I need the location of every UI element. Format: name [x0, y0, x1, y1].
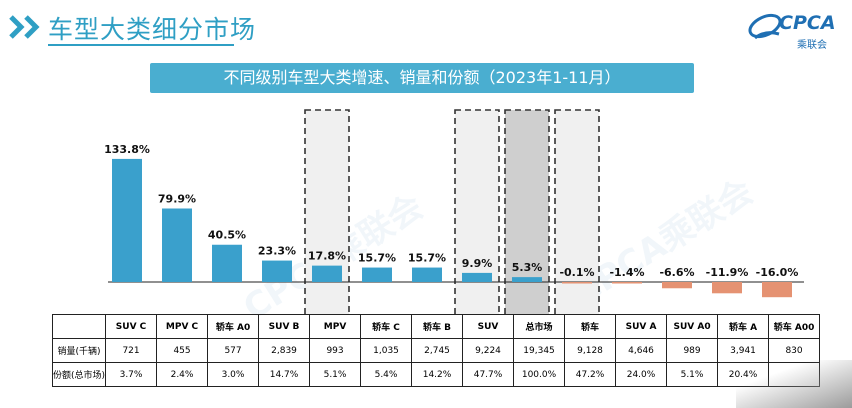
table-cell: 5.1%: [666, 362, 719, 387]
cpca-logo: CPCA 乘联会: [745, 8, 845, 51]
table-cell: 47.2%: [564, 362, 617, 387]
table-category-cell: 轿车 C: [360, 314, 413, 339]
growth-bar-chart: 133.8% 79.9% 40.5% 23.3% 17.8% 15.7% 15.7% 9.9%…: [104, 109, 804, 315]
table-category-cell: 轿车 A: [717, 314, 770, 339]
bar: [762, 282, 792, 298]
table-category-cell: SUV A: [615, 314, 668, 339]
page-curl-shadow: [736, 360, 852, 408]
logo-swoosh-icon: [748, 13, 782, 40]
table-cell: 3.7%: [105, 362, 158, 387]
bar: [112, 158, 142, 282]
highlight-box: [304, 109, 350, 315]
logo-subtitle: 乘联会: [797, 40, 827, 51]
highlight-box: [454, 109, 500, 315]
bar: [712, 282, 742, 294]
table-cell: 455: [156, 338, 209, 363]
chart-subtitle: 不同级别车型大类增速、销量和份额（2023年1-11月）: [150, 63, 694, 93]
row-label: 份额(总市场): [51, 362, 107, 387]
table-category-cell: SUV B: [258, 314, 311, 339]
logo-text: CPCA: [779, 12, 836, 34]
bar: [262, 260, 292, 282]
bar-value-label: 79.9%: [158, 192, 196, 205]
table-cell: 2,745: [411, 338, 464, 363]
bar-value-label: -0.1%: [559, 266, 594, 279]
row-label: 销量(千辆): [51, 338, 107, 363]
bar-value-label: 133.8%: [104, 143, 150, 156]
bar: [612, 282, 642, 284]
table-cell: 5.4%: [360, 362, 413, 387]
table-cell: 577: [207, 338, 260, 363]
bar: [362, 267, 392, 282]
table-row: 销量(千辆) 721 455 577 2,839 993 1,035 2,745 9,224 1…: [51, 338, 821, 363]
bar-value-label: -11.9%: [706, 266, 749, 279]
table-category-cell: MPV: [309, 314, 362, 339]
table-cell: 24.0%: [615, 362, 668, 387]
bar-value-label: -1.4%: [609, 266, 644, 279]
table-cell: 2.4%: [156, 362, 209, 387]
table-cell: 100.0%: [513, 362, 566, 387]
bar-value-label: -6.6%: [659, 266, 694, 279]
table-category-cell: SUV C: [105, 314, 158, 339]
table-cell: 830: [768, 338, 821, 363]
table-cell: 1,035: [360, 338, 413, 363]
table-cell: 19,345: [513, 338, 566, 363]
bar-value-label: 15.7%: [408, 252, 446, 265]
table-cell: 9,224: [462, 338, 515, 363]
table-cell: 14.7%: [258, 362, 311, 387]
highlight-box: [504, 109, 550, 315]
bar-value-label: 40.5%: [208, 229, 246, 242]
table-category-cell: 轿车 A00: [768, 314, 821, 339]
bar-value-label: 17.8%: [308, 250, 346, 263]
bar: [462, 272, 492, 282]
table-category-cell: SUV: [462, 314, 515, 339]
table-row: 份额(总市场) 3.7% 2.4% 3.0% 14.7% 5.1% 5.4% 14.2% 47…: [51, 362, 821, 387]
table-category-cell: 轿车 A0: [207, 314, 260, 339]
bar-value-label: 15.7%: [358, 252, 396, 265]
table-header-row: SUV C MPV C 轿车 A0 SUV B MPV 轿车 C 轿车 B SUV 总市场 轿车 S…: [51, 314, 821, 339]
highlight-box: [554, 109, 600, 315]
bar-value-label: 9.9%: [462, 257, 493, 270]
data-table: SUV C MPV C 轿车 A0 SUV B MPV 轿车 C 轿车 B SUV 总市场 轿车 S…: [51, 314, 821, 387]
table-cell: 4,646: [615, 338, 668, 363]
bar-value-label: -16.0%: [756, 266, 799, 279]
table-cell: 993: [309, 338, 362, 363]
title-underline: [48, 44, 234, 46]
table-cell: 721: [105, 338, 158, 363]
bar-value-label: 5.3%: [512, 261, 543, 274]
table-cell: 47.7%: [462, 362, 515, 387]
bar: [162, 208, 192, 282]
table-category-cell: 轿车 B: [411, 314, 464, 339]
table-category-cell: 总市场: [513, 314, 566, 339]
table-cell: 989: [666, 338, 719, 363]
table-category-cell: SUV A0: [666, 314, 719, 339]
table-cell: 2,839: [258, 338, 311, 363]
page-title: 车型大类细分市场: [48, 15, 257, 44]
table-cell: 9,128: [564, 338, 617, 363]
bar: [412, 267, 442, 282]
table-category-cell: MPV C: [156, 314, 209, 339]
bar: [562, 282, 592, 284]
bar: [662, 282, 692, 289]
bar-value-label: 23.3%: [258, 245, 296, 258]
bar: [312, 265, 342, 282]
table-cell: 3,941: [717, 338, 770, 363]
table-category-cell: 轿车: [564, 314, 617, 339]
chevron-icon: [9, 15, 40, 39]
table-cell: 5.1%: [309, 362, 362, 387]
table-cell: 14.2%: [411, 362, 464, 387]
table-corner-cell: [51, 314, 107, 339]
bar: [512, 277, 542, 282]
bar: [212, 244, 242, 282]
table-cell: 3.0%: [207, 362, 260, 387]
